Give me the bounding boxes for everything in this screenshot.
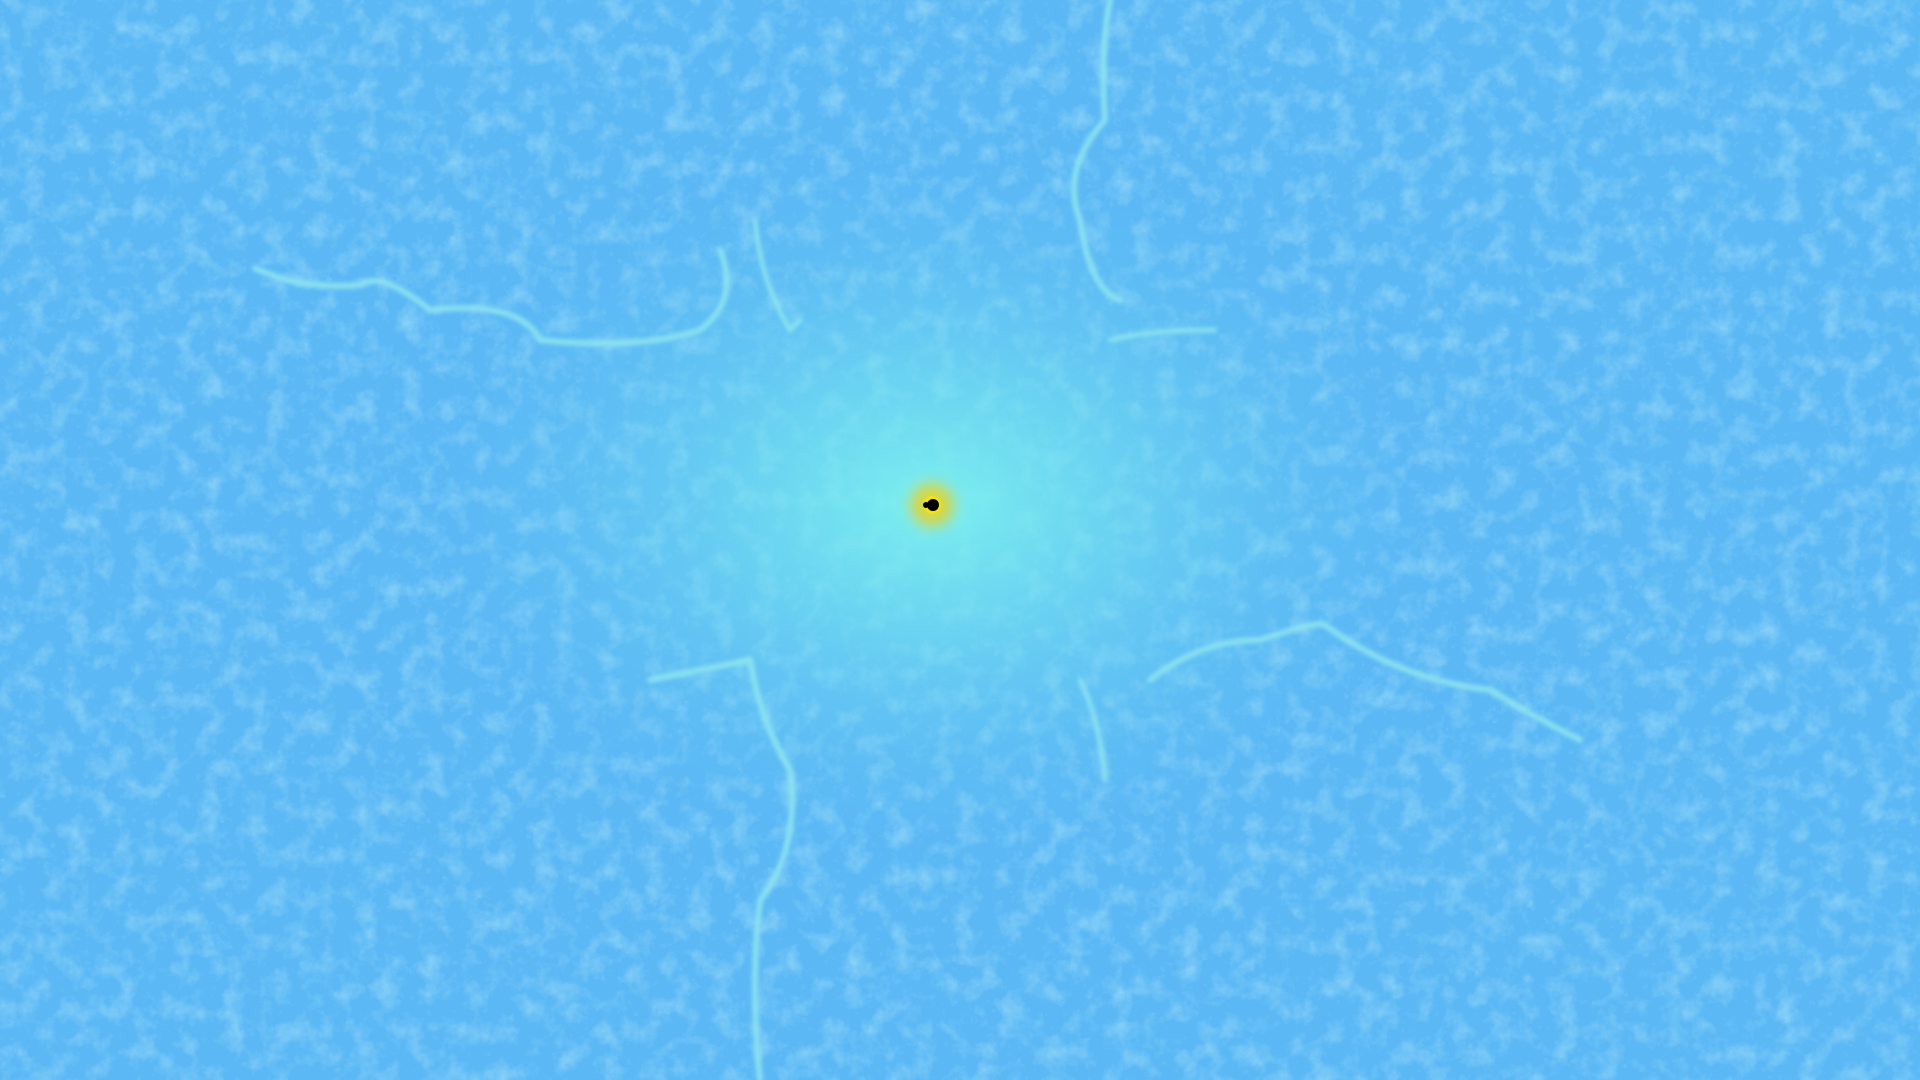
filament-upper-left-2 (752, 217, 803, 335)
filament-lower-right-2 (1077, 677, 1108, 783)
filament-upper-left-1 (252, 247, 730, 347)
minibrot (902, 475, 962, 535)
filament-arms (252, 0, 1583, 1080)
filament-lower-left-1 (647, 656, 795, 1080)
minibrot-body (927, 499, 939, 511)
minibrot-bulb (923, 502, 929, 508)
filament-upper-right-1 (1070, 0, 1123, 303)
filament-lower-right-1 (1147, 621, 1583, 743)
filament-upper-right-2 (1107, 327, 1218, 343)
